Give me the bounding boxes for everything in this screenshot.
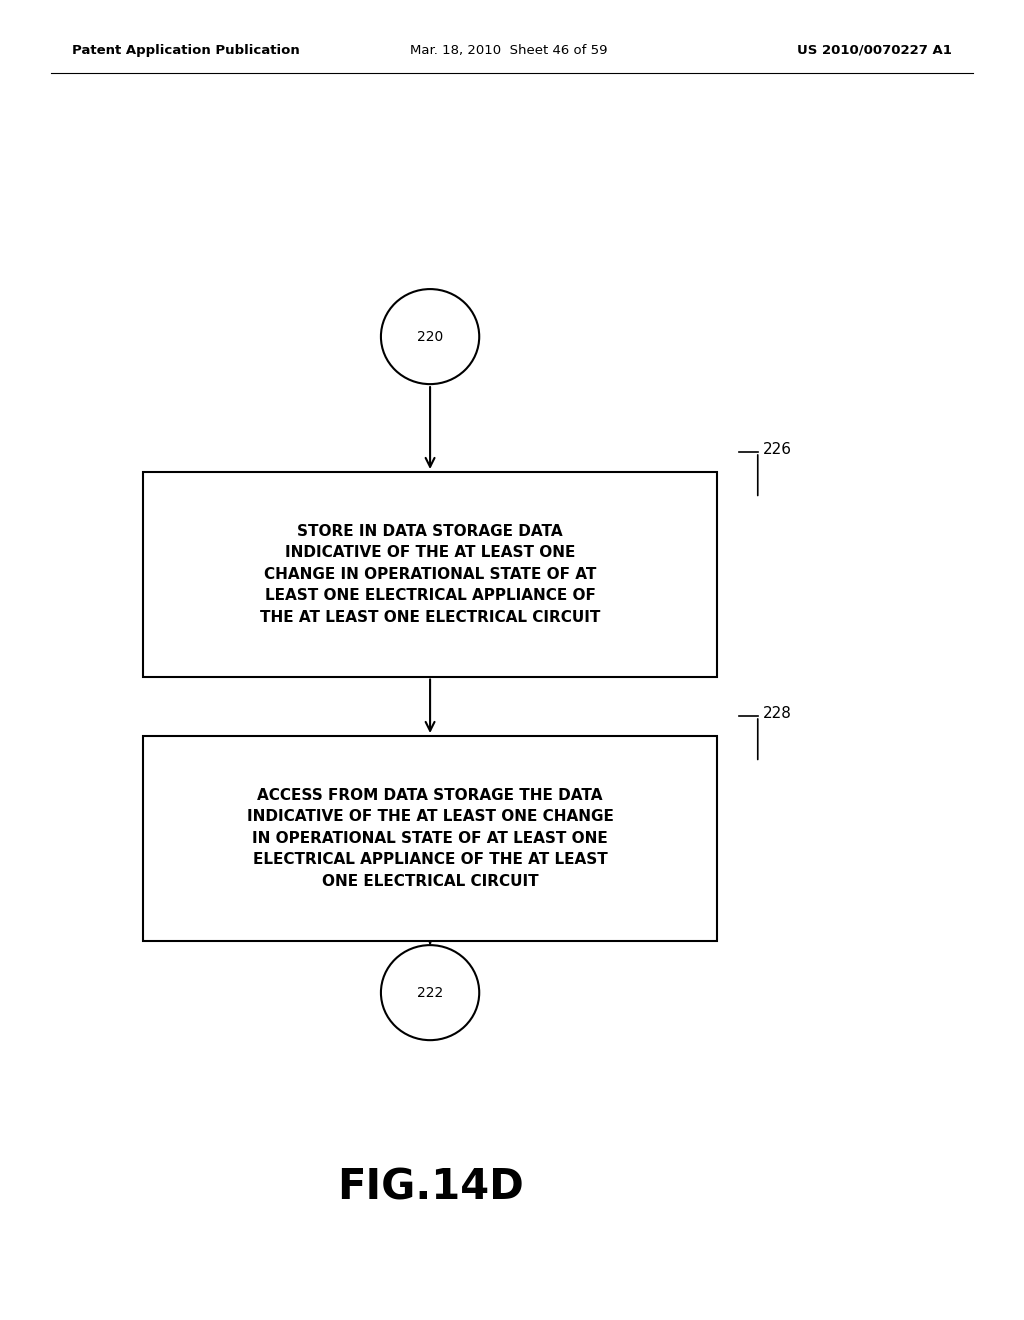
Text: Mar. 18, 2010  Sheet 46 of 59: Mar. 18, 2010 Sheet 46 of 59 xyxy=(410,44,607,57)
Text: FIG.14D: FIG.14D xyxy=(337,1167,523,1209)
Text: 228: 228 xyxy=(763,706,792,721)
Bar xyxy=(143,737,717,940)
Text: Patent Application Publication: Patent Application Publication xyxy=(72,44,299,57)
Text: 222: 222 xyxy=(417,986,443,999)
Text: 226: 226 xyxy=(763,442,792,457)
Text: US 2010/0070227 A1: US 2010/0070227 A1 xyxy=(798,44,952,57)
Text: STORE IN DATA STORAGE DATA
INDICATIVE OF THE AT LEAST ONE
CHANGE IN OPERATIONAL : STORE IN DATA STORAGE DATA INDICATIVE OF… xyxy=(260,524,600,624)
Text: ACCESS FROM DATA STORAGE THE DATA
INDICATIVE OF THE AT LEAST ONE CHANGE
IN OPERA: ACCESS FROM DATA STORAGE THE DATA INDICA… xyxy=(247,788,613,888)
Text: 220: 220 xyxy=(417,330,443,343)
Bar xyxy=(143,473,717,677)
